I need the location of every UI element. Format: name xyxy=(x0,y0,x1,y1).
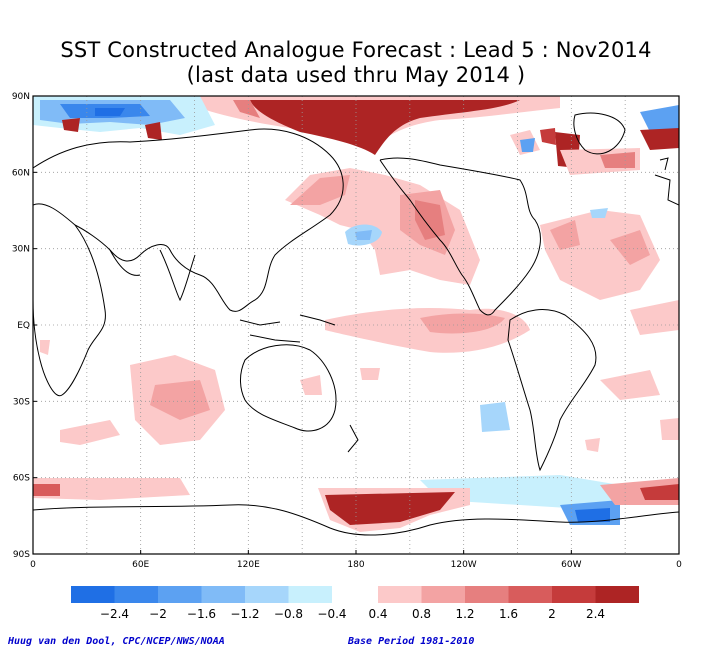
colorbar-positive-swatch xyxy=(378,586,422,603)
lat-tick-label: 30N xyxy=(12,245,30,255)
southern-ocean-cold-anomaly xyxy=(420,475,640,510)
lon-tick-label: 120E xyxy=(237,560,260,570)
map-title-line1: SST Constructed Analogue Forecast : Lead… xyxy=(60,38,652,62)
colorbar-negative-label: −2.4 xyxy=(100,607,129,621)
lon-tick-label: 180 xyxy=(347,560,364,570)
colorbar-positive-swatch xyxy=(508,586,552,603)
lon-tick-label: 0 xyxy=(30,560,36,570)
lat-tick-label: EQ xyxy=(17,321,30,331)
credit-text: Huug van den Dool, CPC/NCEP/NWS/NOAA xyxy=(8,636,225,647)
map-title-line2: (last data used thru May 2014 ) xyxy=(186,63,526,87)
base-period-text: Base Period 1981-2010 xyxy=(348,636,475,647)
australia-coastline xyxy=(240,344,337,432)
lat-tick-label: 90N xyxy=(12,92,30,102)
lat-tick-label: 60N xyxy=(12,168,30,178)
north-america-coastline xyxy=(379,157,541,316)
lon-tick-label: 0 xyxy=(676,560,682,570)
colorbar-negative-swatch xyxy=(114,586,158,603)
lon-tick-label: 120W xyxy=(451,560,477,570)
antarctica-coastline xyxy=(33,504,679,536)
equatorial-pacific-warm-anomaly xyxy=(325,308,530,353)
longitude-labels: 0 60E 120E 180 120W 60W 0 xyxy=(30,550,682,570)
colorbar-negative-swatch xyxy=(288,586,332,603)
colorbar-positive-label: 1.2 xyxy=(455,607,474,621)
colorbar-positive-label: 1.6 xyxy=(499,607,518,621)
coastlines xyxy=(33,112,679,536)
colorbar: −2.4 −2 −1.6 −1.2 −0.8 −0.4 0.4 0.8 1.2 1.6 2 2.4 xyxy=(71,586,639,621)
colorbar-negative-label: −2 xyxy=(149,607,167,621)
lon-tick-label: 60E xyxy=(132,560,149,570)
colorbar-positive-label: 0.4 xyxy=(368,607,387,621)
colorbar-positive-swatch xyxy=(421,586,465,603)
colorbar-positive-swatch xyxy=(465,586,509,603)
lat-tick-label: 60S xyxy=(13,474,30,484)
anomaly-shading xyxy=(33,96,679,532)
eurasia-coastline xyxy=(33,128,344,312)
colorbar-negative-label: −0.4 xyxy=(317,607,346,621)
lat-tick-label: 30S xyxy=(13,397,30,407)
colorbar-negative-swatch xyxy=(71,586,115,603)
lon-tick-label: 60W xyxy=(561,560,581,570)
colorbar-positive-label: 2.4 xyxy=(586,607,605,621)
south-america-coastline xyxy=(507,309,597,472)
colorbar-negative-swatch xyxy=(245,586,289,603)
africa-coastline xyxy=(33,203,106,397)
colorbar-positive-label: 0.8 xyxy=(412,607,431,621)
colorbar-positive-swatch xyxy=(552,586,596,603)
colorbar-negative-swatch xyxy=(201,586,245,603)
colorbar-positive-swatch xyxy=(595,586,639,603)
colorbar-negative-swatch xyxy=(158,586,202,603)
latitude-labels: 90N 60N 30N EQ 30S 60S 90S xyxy=(12,92,37,560)
lat-tick-label: 90S xyxy=(13,550,30,560)
colorbar-negative-label: −1.2 xyxy=(230,607,259,621)
arctic-warm-core xyxy=(250,100,520,155)
graticule xyxy=(33,96,679,554)
colorbar-negative-label: −0.8 xyxy=(274,607,303,621)
colorbar-negative-label: −1.6 xyxy=(187,607,216,621)
colorbar-positive-label: 2 xyxy=(548,607,556,621)
